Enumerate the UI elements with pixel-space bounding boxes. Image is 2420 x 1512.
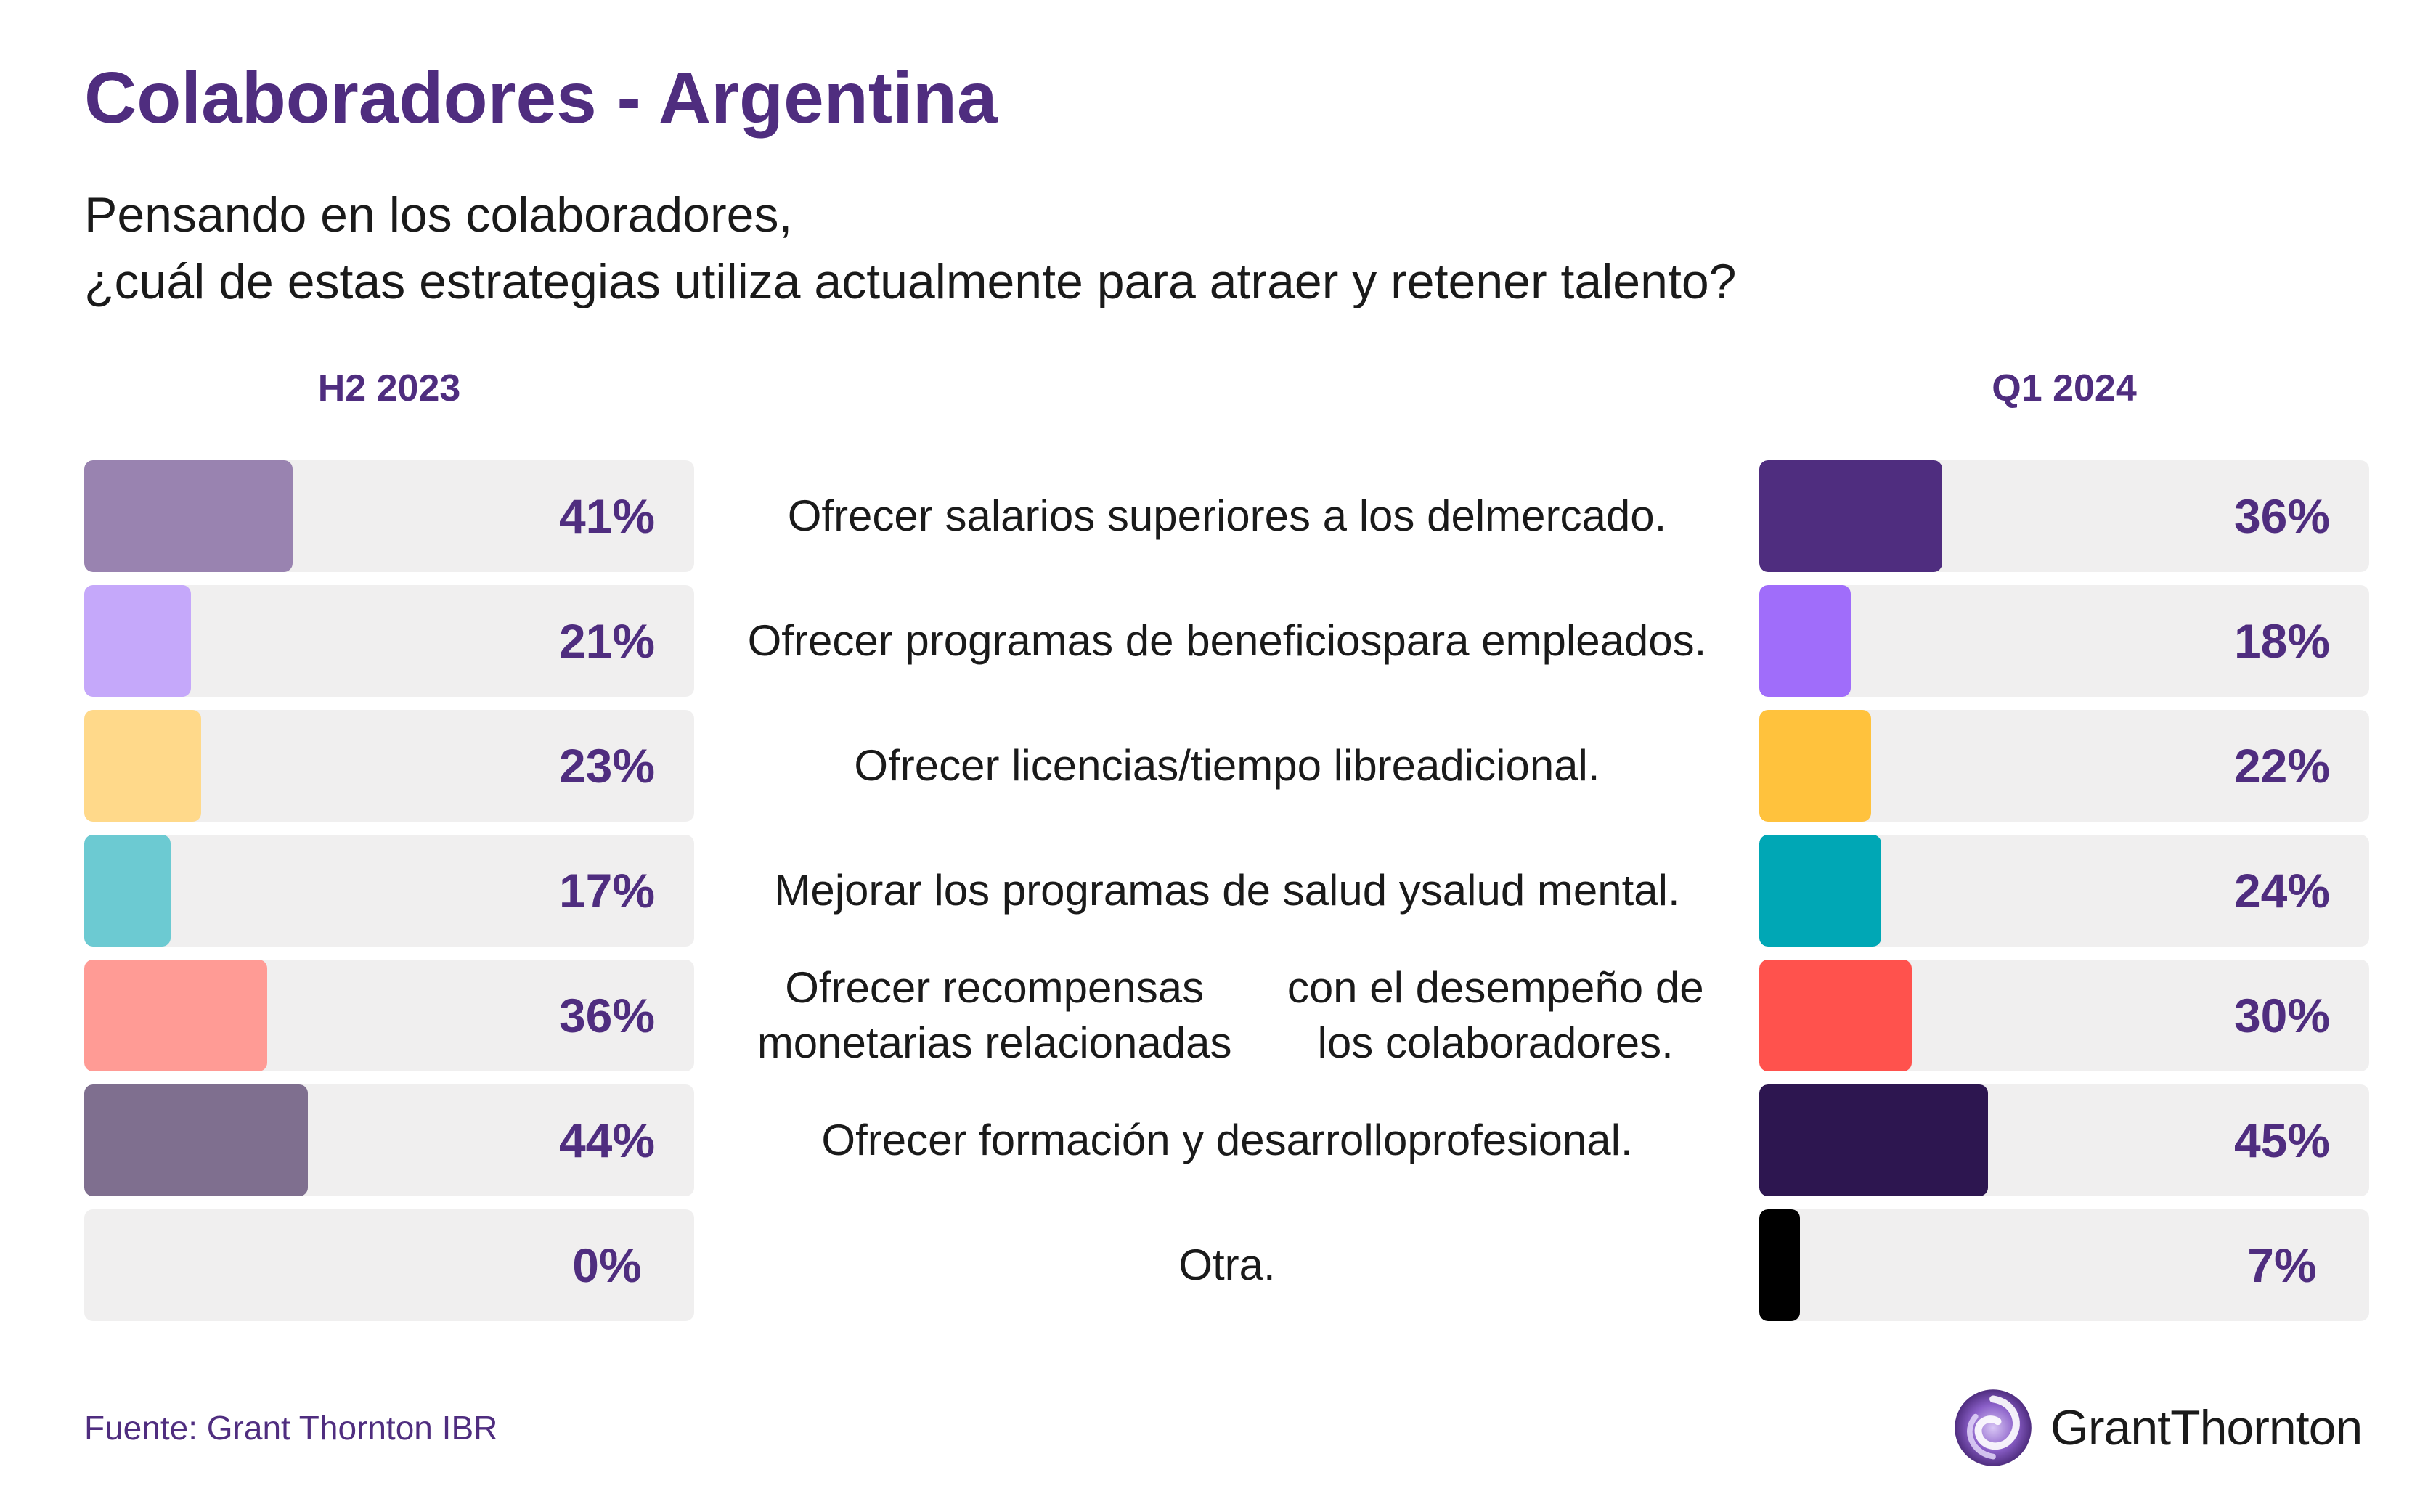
bar-value-label: 41% [520, 460, 694, 572]
category-label: Otra. [726, 1209, 1728, 1321]
category-label-line: Ofrecer salarios superiores a los del [788, 489, 1485, 544]
bar [84, 460, 293, 572]
bar-track: 24% [1759, 835, 2369, 947]
bar [84, 960, 267, 1071]
bar [84, 585, 191, 697]
subtitle-line-2: ¿cuál de estas estrategias utiliza actua… [84, 248, 1736, 315]
bar [1759, 460, 1942, 572]
category-label-line: mercado. [1485, 489, 1666, 544]
bar [84, 835, 171, 947]
category-label: Ofrecer programas de beneficios para empl… [726, 585, 1728, 697]
bar-track: 23% [84, 710, 694, 822]
category-label: Ofrecer formación y desarrollo profesiona… [726, 1084, 1728, 1196]
series-label-q1-2024: Q1 2024 [1759, 367, 2369, 410]
bar-value-label: 17% [520, 835, 694, 947]
bar-track: 7% [1759, 1209, 2369, 1321]
chart-subtitle: Pensando en los colaboradores, ¿cuál de … [84, 181, 1736, 315]
bar-track: 36% [84, 960, 694, 1071]
category-label-line: profesional. [1407, 1113, 1632, 1168]
category-label-line: Mejorar los programas de salud y [774, 863, 1420, 918]
bar [1759, 710, 1871, 822]
bar-value-label: 18% [2195, 585, 2369, 697]
category-label: Mejorar los programas de salud y salud me… [726, 835, 1728, 947]
bar-value-label: 30% [2195, 960, 2369, 1071]
bar-track: 36% [1759, 460, 2369, 572]
category-label-line: adicional. [1416, 738, 1600, 793]
category-label-line: Ofrecer programas de beneficios [748, 613, 1382, 669]
category-label-line: con el desempeño de los colaboradores. [1263, 960, 1728, 1071]
page-title: Colaboradores - Argentina [84, 57, 998, 140]
category-label-line: Ofrecer recompensas monetarias relaciona… [726, 960, 1263, 1071]
bar-track: 17% [84, 835, 694, 947]
category-label-line: salud mental. [1421, 863, 1680, 918]
bar [1759, 960, 1912, 1071]
category-label-line: para empleados. [1382, 613, 1706, 669]
grant-thornton-logo: GrantThornton [1953, 1388, 2362, 1468]
bar-track: 41% [84, 460, 694, 572]
bar-value-label: 0% [520, 1209, 694, 1321]
series-label-h2-2023: H2 2023 [84, 367, 694, 410]
logo-text: GrantThornton [2050, 1399, 2362, 1456]
bar [1759, 1084, 1988, 1196]
source-note: Fuente: Grant Thornton IBR [84, 1408, 497, 1447]
category-label-line: Otra. [1178, 1238, 1275, 1293]
subtitle-line-1: Pensando en los colaboradores, [84, 181, 1736, 248]
bar-track: 21% [84, 585, 694, 697]
bar-track: 44% [84, 1084, 694, 1196]
bar-value-label: 7% [2195, 1209, 2369, 1321]
bar [1759, 585, 1851, 697]
bar [1759, 835, 1881, 947]
category-label: Ofrecer recompensas monetarias relaciona… [726, 960, 1728, 1071]
category-label-line: Ofrecer licencias/tiempo libre [854, 738, 1416, 793]
bar [1759, 1209, 1800, 1321]
bar-value-label: 21% [520, 585, 694, 697]
bar-value-label: 36% [520, 960, 694, 1071]
category-label: Ofrecer salarios superiores a los del mer… [726, 460, 1728, 572]
grant-thornton-swirl-icon [1953, 1388, 2033, 1468]
bar-value-label: 24% [2195, 835, 2369, 947]
bar-value-label: 45% [2195, 1084, 2369, 1196]
category-label: Ofrecer licencias/tiempo libre adicional. [726, 710, 1728, 822]
category-label-line: Ofrecer formación y desarrollo [821, 1113, 1407, 1168]
bar-track: 30% [1759, 960, 2369, 1071]
bar-value-label: 36% [2195, 460, 2369, 572]
bar-value-label: 23% [520, 710, 694, 822]
bar-track: 45% [1759, 1084, 2369, 1196]
bar [84, 1084, 308, 1196]
bar-track: 18% [1759, 585, 2369, 697]
bar-value-label: 44% [520, 1084, 694, 1196]
bar-value-label: 22% [2195, 710, 2369, 822]
bar [84, 710, 201, 822]
bar-track: 0% [84, 1209, 694, 1321]
bar-track: 22% [1759, 710, 2369, 822]
